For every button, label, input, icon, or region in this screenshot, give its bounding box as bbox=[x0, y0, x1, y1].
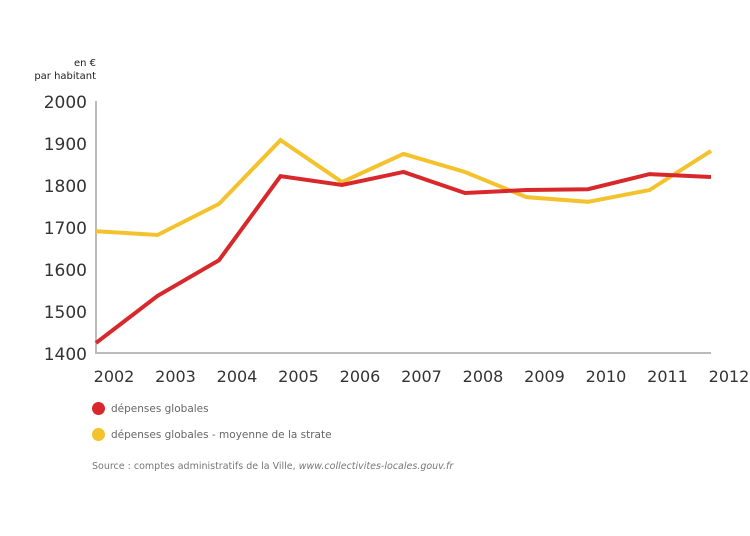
unit-label-line2: par habitant bbox=[34, 71, 96, 82]
x-tick-label: 2010 bbox=[586, 367, 627, 386]
y-tick-label: 1500 bbox=[44, 303, 87, 323]
x-tick-label: 2005 bbox=[278, 367, 319, 386]
x-tick-label: 2008 bbox=[463, 367, 504, 386]
unit-label-line1: en € bbox=[73, 58, 96, 69]
series-line-moyenne-strate bbox=[95, 137, 713, 238]
legend-item-red: dépenses globales bbox=[92, 402, 209, 415]
legend-label: dépenses globales - moyenne de la strate bbox=[111, 428, 332, 441]
y-tick-label: 1800 bbox=[44, 177, 87, 197]
legend-marker-red bbox=[92, 402, 105, 415]
x-tick-label: 2006 bbox=[340, 367, 381, 386]
x-tick-label: 2003 bbox=[155, 367, 196, 386]
y-tick-label: 1400 bbox=[44, 345, 87, 365]
y-tick-label: 1700 bbox=[44, 219, 87, 239]
source-note: Source : comptes administratifs de la Vi… bbox=[92, 461, 453, 472]
x-tick-label: 2011 bbox=[647, 367, 688, 386]
x-tick-label: 2002 bbox=[94, 367, 135, 386]
y-tick-label: 1900 bbox=[44, 135, 87, 155]
y-tick-label: 2000 bbox=[44, 93, 87, 113]
legend-marker-yellow bbox=[92, 428, 105, 441]
x-tick-label: 2012 bbox=[709, 367, 750, 386]
x-tick-label: 2009 bbox=[524, 367, 565, 386]
source-text: Source : comptes administratifs de la Vi… bbox=[92, 461, 299, 472]
legend-label: dépenses globales bbox=[111, 402, 209, 415]
y-tick-label: 1600 bbox=[44, 261, 87, 281]
x-tick-label: 2004 bbox=[217, 367, 258, 386]
x-tick-label: 2007 bbox=[401, 367, 442, 386]
legend-item-yellow: dépenses globales - moyenne de la strate bbox=[92, 428, 332, 441]
source-link: www.collectivites-locales.gouv.fr bbox=[298, 461, 454, 472]
